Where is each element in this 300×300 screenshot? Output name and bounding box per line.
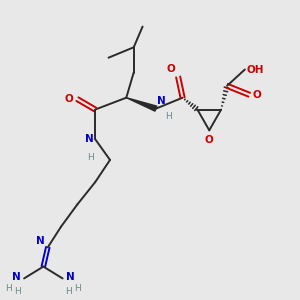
Text: H: H [14,287,21,296]
Text: N: N [85,134,94,144]
Text: O: O [167,64,175,74]
Text: O: O [64,94,73,104]
Text: N: N [36,236,45,246]
Text: N: N [66,272,74,282]
Text: O: O [252,90,261,100]
Text: N: N [158,96,166,106]
Text: OH: OH [246,64,264,74]
Text: H: H [165,112,172,121]
Text: O: O [205,135,214,145]
Text: H: H [5,284,12,293]
Polygon shape [126,98,157,111]
Text: H: H [74,284,81,293]
Text: N: N [12,272,21,282]
Text: H: H [66,287,72,296]
Text: H: H [87,152,94,161]
